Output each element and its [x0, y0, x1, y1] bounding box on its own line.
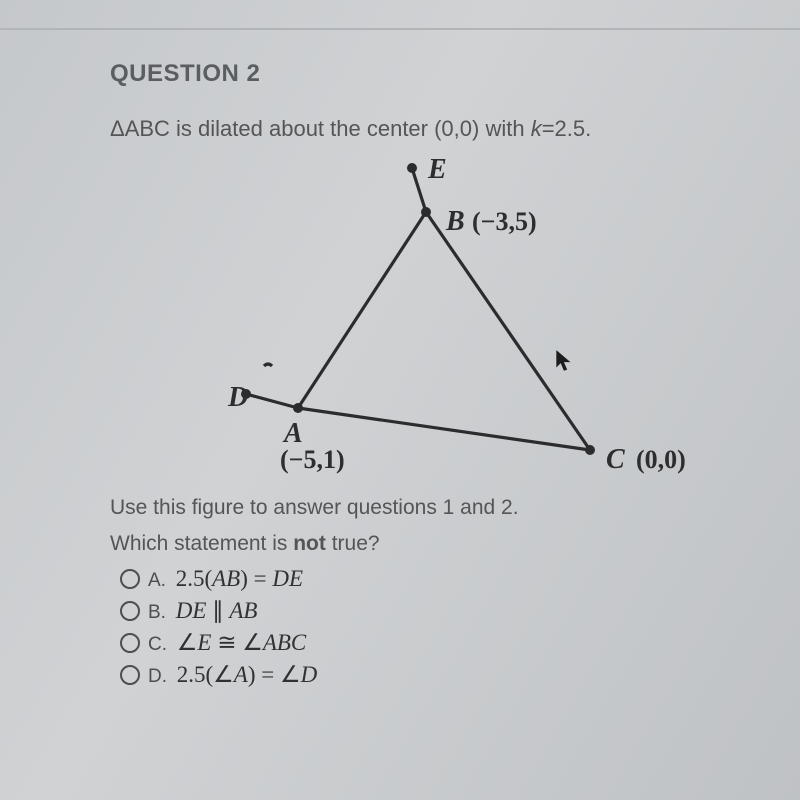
- seg-ad: [246, 394, 298, 408]
- choice-a[interactable]: A. 2.5(AB) = DE: [120, 566, 710, 592]
- radio-icon[interactable]: [120, 665, 140, 685]
- question-prompt: ΔABC is dilated about the center (0,0) w…: [110, 116, 710, 142]
- chrome-divider: [0, 28, 800, 30]
- radio-icon[interactable]: [120, 633, 140, 653]
- choice-a-label: A. 2.5(AB) = DE: [148, 566, 303, 592]
- label-b: B: [445, 206, 465, 237]
- choice-d[interactable]: D. 2.5(∠A) = ∠D: [120, 662, 710, 688]
- point-e: [407, 163, 417, 173]
- coord-c: (0,0): [636, 445, 686, 474]
- choice-d-label: D. 2.5(∠A) = ∠D: [148, 662, 317, 688]
- label-c: C: [606, 444, 625, 475]
- coord-b: (−3,5): [472, 207, 537, 236]
- coord-a: (−5,1): [280, 445, 345, 474]
- tick-mark: [264, 364, 272, 366]
- triangle-figure: E B (−3,5) D A (−5,1) C (0,0): [150, 150, 710, 490]
- triangle-abc: [298, 212, 590, 450]
- answer-choices: A. 2.5(AB) = DE B. DE ∥ AB C. ∠E ≅ ∠ABC …: [120, 566, 710, 688]
- question-text: Which statement is not true?: [110, 532, 710, 556]
- prompt-suffix: =2.5.: [542, 116, 592, 141]
- question-header: QUESTION 2: [110, 60, 710, 88]
- point-c: [585, 445, 595, 455]
- triangle-svg: E B (−3,5) D A (−5,1) C (0,0): [150, 150, 710, 490]
- label-e: E: [427, 154, 447, 185]
- point-b: [421, 207, 431, 217]
- prompt-prefix: ΔABC is dilated about the center (0,0) w…: [110, 116, 531, 141]
- choice-c-label: C. ∠E ≅ ∠ABC: [148, 630, 306, 656]
- choice-b[interactable]: B. DE ∥ AB: [120, 598, 710, 624]
- seg-be: [412, 168, 426, 212]
- prompt-var: k: [531, 116, 542, 141]
- choice-c[interactable]: C. ∠E ≅ ∠ABC: [120, 630, 710, 656]
- question-block: QUESTION 2 ΔABC is dilated about the cen…: [110, 60, 710, 694]
- radio-icon[interactable]: [120, 601, 140, 621]
- choice-b-label: B. DE ∥ AB: [148, 598, 257, 624]
- radio-icon[interactable]: [120, 569, 140, 589]
- figure-caption: Use this figure to answer questions 1 an…: [110, 496, 710, 520]
- point-a: [293, 403, 303, 413]
- label-d: D: [227, 382, 248, 413]
